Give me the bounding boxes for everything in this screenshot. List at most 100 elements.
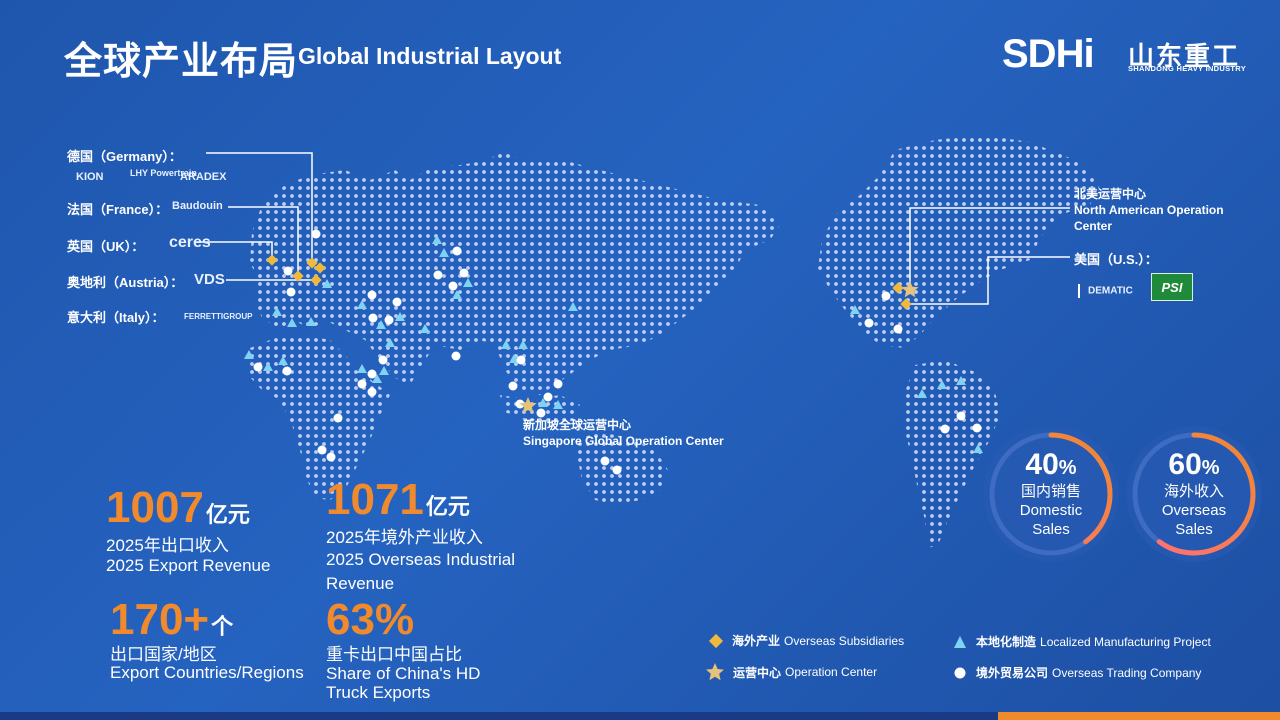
stat-overseas-revenue: 1071亿元 2025年境外产业收入 2025 Overseas Industr… bbox=[326, 478, 556, 596]
circle-icon bbox=[508, 381, 518, 391]
legend-label-en: Overseas Trading Company bbox=[1052, 665, 1202, 680]
ring-number: 40 bbox=[1025, 448, 1059, 481]
circle-icon bbox=[433, 270, 443, 280]
triangle-icon bbox=[420, 324, 430, 333]
circle-icon bbox=[253, 362, 263, 372]
triangle-icon bbox=[322, 279, 332, 288]
legend-manufacturing: 本地化制造 Localized Manufacturing Project bbox=[952, 633, 1211, 650]
triangle-icon bbox=[917, 389, 927, 398]
logo-mark: SDHi bbox=[1002, 32, 1095, 76]
triangle-icon bbox=[385, 338, 395, 347]
sg-operation-center-cn: 新加坡全球运营中心 bbox=[523, 418, 632, 432]
circle-icon bbox=[553, 379, 563, 389]
circle-icon bbox=[378, 355, 388, 365]
circle-icon bbox=[326, 452, 336, 462]
circle-icon bbox=[543, 392, 553, 402]
page-subtitle: Global Industrial Layout bbox=[298, 43, 562, 69]
germany-connector bbox=[206, 152, 313, 262]
triangle-icon bbox=[973, 444, 983, 453]
logo-name-en: SHANDONG HEAVY INDUSTRY bbox=[1128, 64, 1247, 73]
ring-domestic: 40% 国内销售 Domestic Sales bbox=[991, 448, 1111, 539]
triangle-icon bbox=[263, 362, 273, 371]
stat-unit: 个 bbox=[211, 614, 234, 639]
circle-icon bbox=[516, 355, 526, 365]
triangle-icon bbox=[357, 364, 367, 373]
country-label-germany: 德国（Germany）： bbox=[67, 149, 182, 164]
stat-desc-cn: 2025年出口收入 bbox=[106, 536, 229, 555]
circle-icon bbox=[956, 411, 966, 421]
ring-percent: % bbox=[1201, 457, 1220, 479]
circle-icon bbox=[536, 408, 546, 418]
stat-export-revenue: 1007亿元 2025年出口收入 2025 Export Revenue bbox=[106, 486, 270, 576]
country-label-italy: 意大利（Italy）： bbox=[67, 310, 165, 325]
legend-label-cn: 本地化制造 bbox=[976, 635, 1037, 649]
legend-label-cn: 海外产业 bbox=[732, 634, 781, 648]
na-operation-center-en1: North American Operation bbox=[1074, 203, 1224, 217]
circle-icon bbox=[311, 229, 321, 239]
triangle-icon bbox=[379, 366, 389, 375]
triangle-icon bbox=[287, 318, 297, 327]
circle-icon bbox=[368, 313, 378, 323]
domestic-ring-bg bbox=[983, 426, 1119, 562]
triangle-icon bbox=[372, 374, 382, 383]
ring-label-en2: Sales bbox=[1032, 521, 1070, 538]
circle-icon bbox=[286, 287, 296, 297]
south-america-shape bbox=[902, 360, 1000, 548]
circle-icon bbox=[881, 291, 891, 301]
bottom-bar-left bbox=[0, 712, 998, 720]
stat-desc-cn: 重卡出口中国占比 bbox=[326, 645, 462, 664]
north-america-shape bbox=[818, 135, 1100, 348]
triangle-icon bbox=[954, 635, 966, 648]
overseas-ring-arc bbox=[1132, 432, 1256, 556]
brand-psi: PSI bbox=[1151, 273, 1193, 301]
africa-shape bbox=[245, 335, 390, 500]
triangle-icon bbox=[376, 320, 386, 329]
circle-icon bbox=[600, 456, 610, 466]
diamond-icon bbox=[708, 633, 724, 648]
country-label-austria: 奥地利（Austria）： bbox=[67, 275, 184, 290]
legend-subsidiaries: 海外产业 Overseas Subsidiaries bbox=[708, 632, 904, 649]
logo-name-cn: 山东重工 bbox=[1128, 41, 1241, 71]
circle-icon bbox=[459, 268, 469, 278]
na-operation-center-label: 北美运营中心 North American Operation Center bbox=[1074, 186, 1224, 234]
circle-icon bbox=[893, 324, 903, 334]
uk-connector bbox=[196, 241, 273, 258]
triangle-icon bbox=[501, 340, 511, 349]
dematic-bar-icon bbox=[1078, 284, 1080, 298]
stat-unit: 亿元 bbox=[205, 502, 250, 527]
france-connector bbox=[228, 206, 299, 275]
trading-markers bbox=[253, 229, 982, 475]
star-icon bbox=[901, 281, 919, 298]
circle-icon bbox=[367, 369, 377, 379]
ring-percent: % bbox=[1058, 457, 1077, 479]
triangle-icon bbox=[244, 350, 254, 359]
circle-icon bbox=[317, 445, 327, 455]
continents bbox=[245, 135, 1100, 548]
stat-value: 1007 bbox=[106, 483, 204, 532]
us-connector bbox=[906, 256, 1070, 305]
connector-lines bbox=[196, 152, 1070, 305]
circle-icon bbox=[452, 246, 462, 256]
na-operation-center-en2: Center bbox=[1074, 219, 1113, 233]
domestic-ring-arc bbox=[989, 432, 1113, 556]
brand-ferretti: FERRETTIGROUP bbox=[184, 312, 253, 321]
legend-label-en: Localized Manufacturing Project bbox=[1040, 634, 1211, 649]
star-icon bbox=[519, 397, 537, 414]
stat-desc-en: Share of China's HD Truck Exports bbox=[326, 664, 481, 702]
stat-desc-en: Export Countries/Regions bbox=[110, 663, 304, 682]
stat-value: 170+ bbox=[110, 595, 210, 644]
circle-icon bbox=[392, 297, 402, 307]
brand-aradex: ARADEX bbox=[180, 171, 227, 183]
ring-overseas: 60% 海外收入 Overseas Sales bbox=[1134, 448, 1254, 539]
ring-label-en2: Sales bbox=[1175, 521, 1213, 538]
circle-icon bbox=[357, 379, 367, 389]
circle-icon bbox=[515, 399, 525, 409]
circle-icon bbox=[864, 318, 874, 328]
ring-label-en1: Overseas bbox=[1161, 502, 1227, 519]
circle-icon bbox=[451, 351, 461, 361]
page-title: 全球产业布局 bbox=[64, 41, 299, 83]
stat-value: 1071 bbox=[326, 475, 424, 524]
circle-icon bbox=[367, 290, 377, 300]
eurasia-shape bbox=[250, 150, 780, 395]
sg-operation-center-label: 新加坡全球运营中心 Singapore Global Operation Cen… bbox=[523, 417, 724, 449]
